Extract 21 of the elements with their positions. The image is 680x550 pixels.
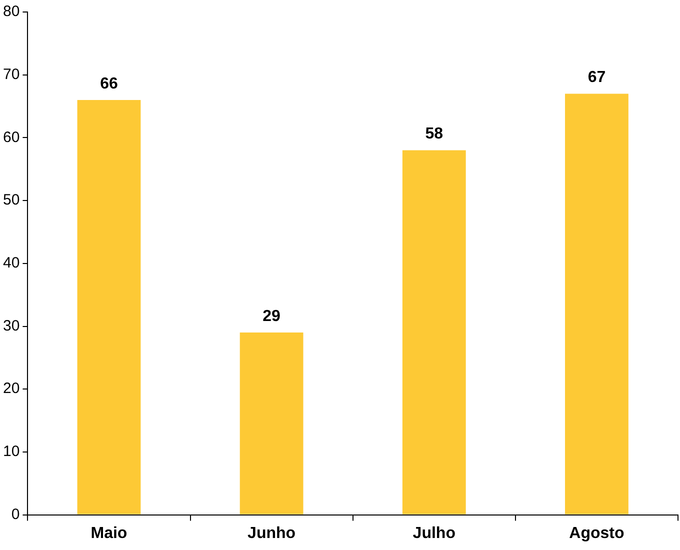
data-label: 67 <box>588 69 606 86</box>
y-tick-label: 30 <box>2 317 20 334</box>
bar <box>77 100 141 514</box>
x-tick-label: Maio <box>90 524 128 542</box>
data-label: 29 <box>262 308 281 325</box>
bar <box>240 332 304 514</box>
y-tick-label: 10 <box>2 443 20 460</box>
x-tick-label: Agosto <box>569 524 624 542</box>
y-tick-label: 40 <box>2 254 20 272</box>
data-label: 58 <box>425 126 444 143</box>
bar <box>402 150 466 514</box>
bar <box>565 94 628 514</box>
y-tick-label: 50 <box>2 192 20 209</box>
y-tick-label: 80 <box>2 3 20 20</box>
y-tick-label: 20 <box>2 380 20 398</box>
y-tick-label: 0 <box>11 506 20 523</box>
y-tick-label: 60 <box>2 128 20 146</box>
data-label: 66 <box>100 75 118 92</box>
x-tick-label: Julho <box>412 524 456 542</box>
y-tick-label: 70 <box>2 66 20 83</box>
x-tick-label: Junho <box>248 524 296 542</box>
